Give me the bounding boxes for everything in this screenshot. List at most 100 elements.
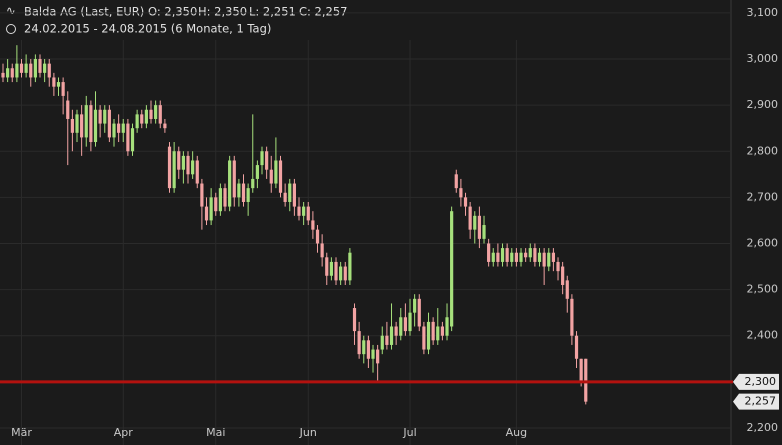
candle-body	[311, 220, 315, 230]
candle-body	[450, 211, 454, 327]
candle-body	[408, 312, 412, 332]
candle-body	[98, 109, 102, 124]
candle-body	[542, 252, 546, 267]
x-tick-label: Mär	[11, 426, 32, 439]
clock-icon	[6, 24, 16, 34]
candle-body	[565, 280, 569, 299]
last-price-label: 2,257	[745, 395, 777, 408]
last-price-box	[733, 393, 779, 410]
candle-body	[89, 105, 93, 143]
y-tick-label: 2,500	[747, 283, 779, 296]
y-tick-label: 2,400	[747, 329, 779, 342]
candle-body	[52, 77, 56, 87]
candle-body	[500, 248, 505, 262]
candle-body	[426, 321, 431, 350]
candle-body	[177, 151, 181, 170]
candle-body	[61, 82, 65, 96]
candle-body	[269, 169, 273, 184]
candle-body	[237, 183, 241, 198]
candle-body	[265, 151, 269, 170]
candle-body	[302, 206, 306, 216]
candle-body	[200, 183, 204, 207]
candle-body	[255, 165, 259, 179]
price-label: 2,300	[745, 375, 777, 388]
candle-body	[15, 63, 19, 78]
candle-body	[274, 160, 278, 184]
candle-body	[579, 358, 583, 382]
candle-body	[107, 109, 111, 138]
candle-body	[533, 248, 537, 262]
candle-body	[75, 114, 79, 133]
y-tick-label: 3,000	[747, 52, 779, 65]
candle-body	[505, 248, 509, 262]
candle-body	[574, 335, 579, 359]
candle-body	[288, 183, 292, 202]
candle-body	[445, 317, 449, 336]
candle-body	[329, 261, 333, 276]
candle-body	[149, 109, 153, 119]
candle-body	[561, 266, 565, 285]
candle-body	[158, 105, 162, 124]
candle-body	[487, 243, 491, 262]
candle-body	[477, 215, 481, 239]
candle-body	[389, 326, 394, 345]
ohlc-close: C: 2,257	[299, 5, 347, 19]
candle-body	[19, 63, 24, 73]
candle-body	[10, 68, 14, 78]
candle-body	[260, 151, 264, 166]
candle-body	[130, 128, 135, 152]
candle-body	[195, 160, 199, 184]
candle-body	[214, 197, 218, 212]
candle-body	[357, 331, 361, 355]
candle-body	[47, 63, 51, 78]
candle-body	[385, 335, 389, 345]
candle-body	[56, 82, 61, 87]
candle-body	[66, 100, 70, 119]
candle-body	[468, 206, 472, 230]
candle-body	[29, 63, 33, 78]
candle-body	[43, 63, 47, 73]
candle-body	[209, 197, 213, 221]
candle-body	[112, 123, 116, 138]
candle-body	[93, 109, 98, 143]
candle-body	[241, 183, 246, 202]
y-tick-label: 2,600	[747, 236, 779, 249]
candle-body	[399, 317, 403, 336]
y-tick-label: 2,900	[747, 98, 779, 111]
candle-body	[251, 178, 255, 189]
candle-body	[186, 155, 190, 175]
x-tick-label: Apr	[114, 426, 134, 439]
candle-body	[228, 160, 232, 207]
candle-body	[371, 349, 375, 359]
candle-body	[315, 229, 320, 244]
candle-body	[394, 326, 398, 336]
candle-body	[283, 192, 287, 202]
price-label-box	[733, 373, 779, 390]
candle-body	[403, 317, 407, 332]
candle-body	[551, 252, 555, 262]
candle-body	[126, 123, 130, 152]
candle-body	[339, 266, 343, 281]
candle-body	[440, 326, 444, 336]
chart-title: Balda AG (Last, EUR)	[24, 5, 144, 19]
candle-body	[121, 123, 125, 133]
candle-body	[292, 183, 296, 207]
candle-body	[306, 206, 310, 221]
candle-body	[154, 105, 158, 119]
x-tick-label: Mai	[206, 426, 225, 439]
y-tick-label: 2,800	[747, 144, 779, 157]
candle-body	[417, 298, 421, 327]
candle-body	[362, 340, 366, 355]
candle-body	[181, 155, 185, 170]
candle-body	[38, 59, 42, 73]
candle-body	[547, 252, 551, 267]
ohlc-low: L: 2,251	[249, 5, 296, 19]
ohlc-open: O: 2,350	[148, 5, 197, 19]
candle-body	[172, 151, 176, 189]
candle-body	[482, 225, 486, 239]
candle-body	[556, 261, 560, 272]
icon: ∿	[6, 4, 16, 18]
candle-body	[223, 188, 227, 207]
candle-body	[232, 160, 236, 198]
